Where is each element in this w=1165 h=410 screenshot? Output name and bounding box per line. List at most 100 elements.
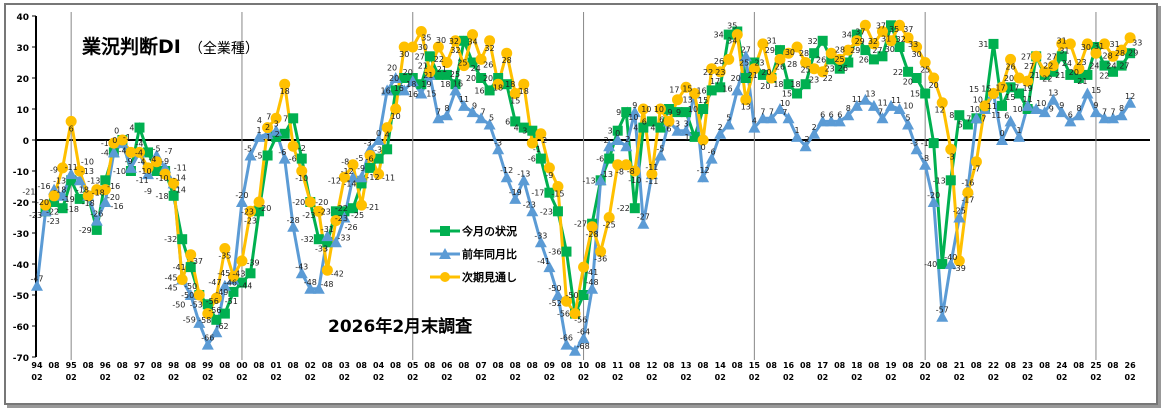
data-label: -3 xyxy=(374,145,382,154)
y-tick-label: 10 xyxy=(16,106,29,116)
data-label: 28 xyxy=(799,49,809,58)
data-point-triangle xyxy=(1098,112,1111,124)
data-point-circle xyxy=(125,146,137,158)
data-label: 31 xyxy=(881,34,891,43)
x-tick-label-year: 25 xyxy=(1090,361,1102,370)
data-label: 32 xyxy=(807,37,817,46)
data-point-square xyxy=(177,234,188,245)
data-point-circle xyxy=(1030,50,1042,62)
data-label: -26 xyxy=(90,210,103,219)
data-label: -26 xyxy=(345,223,358,232)
data-point-square xyxy=(681,107,692,118)
data-point-circle xyxy=(313,205,325,217)
data-label: 9 xyxy=(632,101,637,110)
data-point-circle xyxy=(680,81,692,93)
data-label: 7 xyxy=(760,107,765,116)
data-label: -4 xyxy=(101,148,109,157)
x-tick-label-year: 22 xyxy=(988,361,999,370)
data-point-triangle xyxy=(500,171,513,183)
data-label: -4 xyxy=(135,148,143,157)
data-label: 10 xyxy=(688,105,698,114)
data-label: -7 xyxy=(165,147,173,156)
data-label: -40 xyxy=(944,253,957,262)
data-label: -45 xyxy=(165,283,178,292)
data-point-circle xyxy=(783,47,795,59)
data-label: 3 xyxy=(274,120,279,129)
data-point-square xyxy=(655,122,666,133)
data-point-square xyxy=(476,73,487,83)
x-tick-label-year: 03 xyxy=(339,361,350,370)
x-tick-label-month: 08 xyxy=(356,361,368,370)
data-label: -22 xyxy=(617,204,630,213)
data-point-circle xyxy=(347,159,359,171)
data-point-triangle xyxy=(1021,99,1034,111)
data-point-circle xyxy=(48,190,60,202)
data-label: 6 xyxy=(837,110,842,119)
data-label: -12 xyxy=(367,173,380,182)
data-point-circle xyxy=(176,274,188,285)
data-point-square xyxy=(143,147,154,158)
data-label: -13 xyxy=(583,176,596,185)
data-point-circle xyxy=(911,41,923,53)
data-label: 34 xyxy=(714,31,724,40)
data-point-square xyxy=(826,54,837,65)
data-point-square xyxy=(749,57,760,68)
data-label: -5 xyxy=(153,145,161,154)
data-point-square xyxy=(535,153,546,164)
data-point-circle xyxy=(979,100,991,112)
data-point-square xyxy=(834,63,845,74)
data-point-triangle xyxy=(603,140,616,152)
data-point-square xyxy=(100,175,111,186)
data-point-triangle xyxy=(842,109,855,121)
data-label: 19 xyxy=(1023,84,1033,93)
data-label: 25 xyxy=(457,59,467,68)
data-point-triangle xyxy=(782,112,795,124)
data-point-triangle xyxy=(1047,93,1060,105)
data-label: -33 xyxy=(315,244,328,253)
data-point-circle xyxy=(99,184,111,196)
data-point-triangle xyxy=(1004,115,1017,127)
data-label: 0 xyxy=(376,129,381,138)
x-tick-label-month: 08 xyxy=(800,361,812,370)
data-point-circle xyxy=(330,215,342,227)
data-point-circle xyxy=(193,289,205,301)
data-label: 12 xyxy=(935,106,945,115)
data-point-triangle xyxy=(910,143,923,155)
data-label: -58 xyxy=(198,316,211,325)
data-label: 31 xyxy=(1057,36,1067,45)
data-label: 20 xyxy=(903,78,913,87)
data-point-triangle xyxy=(270,124,283,136)
data-point-circle xyxy=(706,63,718,75)
data-point-square xyxy=(356,178,367,189)
data-point-circle xyxy=(82,190,94,202)
data-label: 4 xyxy=(752,117,757,126)
data-point-square xyxy=(629,203,640,214)
data-label: -13 xyxy=(87,176,100,185)
data-label: 1 xyxy=(266,133,271,142)
data-label: 9 xyxy=(616,108,621,117)
data-point-square xyxy=(441,69,452,80)
data-point-square xyxy=(868,54,879,65)
data-point-circle xyxy=(885,35,897,47)
data-label: 35 xyxy=(727,21,737,30)
data-point-circle xyxy=(467,29,479,41)
data-point-square xyxy=(646,116,657,127)
data-label: -47 xyxy=(208,278,221,287)
data-label: -66 xyxy=(560,334,573,343)
data-label: 15 xyxy=(969,85,979,94)
data-label: -5 xyxy=(656,145,664,154)
data-point-square xyxy=(484,85,495,96)
data-point-triangle xyxy=(825,115,838,127)
data-point-triangle xyxy=(731,84,744,96)
x-tick-label-month: 02 xyxy=(236,373,247,382)
data-point-triangle xyxy=(850,99,863,111)
data-point-triangle xyxy=(697,171,710,183)
data-label: 26 xyxy=(816,55,826,64)
data-point-square xyxy=(757,69,768,80)
data-point-circle xyxy=(859,19,871,31)
data-label: -20 xyxy=(235,191,248,200)
data-point-square xyxy=(809,48,820,59)
data-point-triangle xyxy=(304,282,317,294)
data-label: -20 xyxy=(292,198,305,207)
data-label: 34 xyxy=(842,31,852,40)
